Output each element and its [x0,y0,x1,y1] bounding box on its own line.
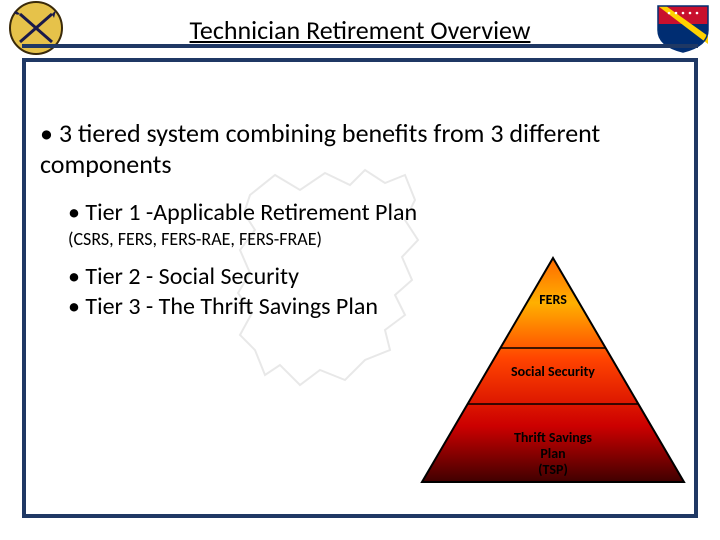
pyramid-diagram: FERS Social Security Thrift Savings Plan… [418,256,688,516]
intro-bullet: • 3 tiered system combining benefits fro… [40,118,660,180]
slide-title: Technician Retirement Overview [0,14,720,46]
tsp-line2: Plan [540,445,565,462]
pyramid-label-ss: Social Security [418,364,688,380]
pyramid-label-fers: FERS [418,292,688,308]
tsp-line3: (TSP) [538,461,568,478]
tsp-line1: Thrift Savings [514,429,592,446]
tier1-bullet: • Tier 1 -Applicable Retirement Plan [68,198,660,228]
pyramid-label-tsp: Thrift Savings Plan (TSP) [418,430,688,478]
tier1-detail: (CSRS, FERS, FERS-RAE, FERS-FRAE) [68,228,660,251]
